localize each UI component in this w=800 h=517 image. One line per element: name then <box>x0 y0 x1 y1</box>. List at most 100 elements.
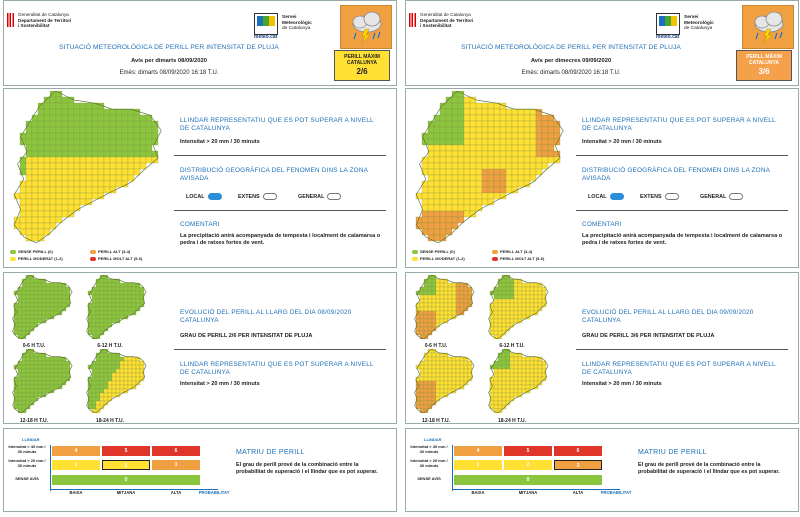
comarca-region <box>67 138 75 146</box>
comarca-region <box>421 198 429 206</box>
option-extens: EXTENS <box>238 193 277 200</box>
comarca-region <box>31 162 39 170</box>
comarca-region <box>49 294 55 300</box>
comarca-region <box>49 360 55 366</box>
comarca-region <box>25 186 33 194</box>
comarca-region <box>131 282 137 288</box>
comarca-region <box>73 168 81 176</box>
comarca-region <box>501 314 507 320</box>
comarca-region <box>127 290 133 296</box>
comarca-region <box>57 294 63 300</box>
comarca-region <box>443 392 449 398</box>
mini-label-0-6: 0-6 H T.U. <box>424 343 448 349</box>
comarca-region <box>427 126 435 134</box>
comarca-region <box>447 298 453 304</box>
comarca-region <box>85 150 93 158</box>
comarca-region <box>37 372 43 378</box>
comarca-region <box>97 114 105 122</box>
comarca-region <box>25 290 31 296</box>
comarca-region <box>121 126 129 134</box>
comarca-region <box>509 388 515 394</box>
matrix-row-20: Intensitat > 20 mm / 30 minuts <box>8 458 46 468</box>
comarca-region <box>493 380 499 386</box>
comarca-region <box>107 364 113 370</box>
comarca-region <box>29 318 35 324</box>
comarca-region <box>427 144 435 152</box>
comarca-region <box>433 198 441 206</box>
comarca-region <box>25 302 31 308</box>
comarca-region <box>457 174 465 182</box>
comarca-region <box>37 318 43 324</box>
comarca-region <box>501 278 507 284</box>
comarca-region <box>79 114 87 122</box>
comarca-region <box>443 302 449 308</box>
comarca-region <box>17 388 23 394</box>
comarca-region <box>475 114 483 122</box>
comarca-region <box>53 290 59 296</box>
comarca-region <box>55 162 63 170</box>
matrix-row-40: Intensitat > 40 mm / 30 minuts <box>8 444 46 454</box>
comarca-region <box>501 388 507 394</box>
comarca-region <box>139 132 147 140</box>
comarca-region <box>439 216 447 224</box>
comarca-region <box>61 96 69 104</box>
comarca-region <box>107 352 113 358</box>
comarca-region <box>37 108 45 116</box>
comarca-region <box>13 326 19 332</box>
comarca-region <box>451 286 457 292</box>
comarca-region <box>457 168 465 176</box>
comarca-region <box>509 356 515 362</box>
comarca-region <box>53 306 59 312</box>
comarca-region <box>505 278 511 284</box>
comarca-region <box>57 286 63 292</box>
comarca-region <box>439 306 445 312</box>
comarca-region <box>445 132 453 140</box>
comarca-region <box>99 352 105 358</box>
comarca-region <box>99 330 105 336</box>
comarca-region <box>459 298 465 304</box>
comarca-region <box>145 150 153 158</box>
comarca-region <box>463 368 469 374</box>
comarca-region <box>31 114 39 122</box>
comarca-region <box>525 356 531 362</box>
comarca-region <box>139 156 147 164</box>
comarca-region <box>45 388 51 394</box>
comarca-region <box>487 114 495 122</box>
comarca-region <box>111 290 117 296</box>
max-danger-label-1: PERILL MÀXIM <box>746 54 782 60</box>
comarca-region <box>121 114 129 122</box>
comarca-region <box>499 132 507 140</box>
avis-date: Avís per dimarts 08/09/2020 <box>131 58 207 64</box>
comarca-region <box>133 126 141 134</box>
comarca-region <box>481 180 489 188</box>
comarca-region <box>529 126 537 134</box>
comarca-region <box>57 282 63 288</box>
comarca-region <box>481 108 489 116</box>
comarca-region <box>501 352 507 358</box>
comarca-region <box>109 180 117 188</box>
comarca-region <box>25 274 31 280</box>
comarca-region <box>497 322 503 328</box>
comarca-region <box>25 162 33 170</box>
comarca-region <box>103 282 109 288</box>
comarca-region <box>115 294 121 300</box>
comarca-region <box>511 174 519 182</box>
comarca-region <box>103 286 109 292</box>
comarca-region <box>123 306 129 312</box>
comarca-region <box>53 360 59 366</box>
matrix-cell-5: 5 <box>102 446 150 456</box>
comarca-region <box>447 376 453 382</box>
comarca-region <box>475 186 483 194</box>
option-local: LOCAL <box>186 193 222 200</box>
comarca-region <box>65 364 71 370</box>
comarca-region <box>427 322 433 328</box>
comarca-region <box>85 120 93 128</box>
matrix-cell-4: 4 <box>454 446 502 456</box>
comarca-region <box>43 150 51 158</box>
comarca-region <box>439 286 445 292</box>
mini-map-12-18 <box>10 348 74 418</box>
comarca-region <box>17 318 23 324</box>
comarca-region <box>469 126 477 134</box>
comarca-region <box>439 360 445 366</box>
comarca-region <box>427 180 435 188</box>
